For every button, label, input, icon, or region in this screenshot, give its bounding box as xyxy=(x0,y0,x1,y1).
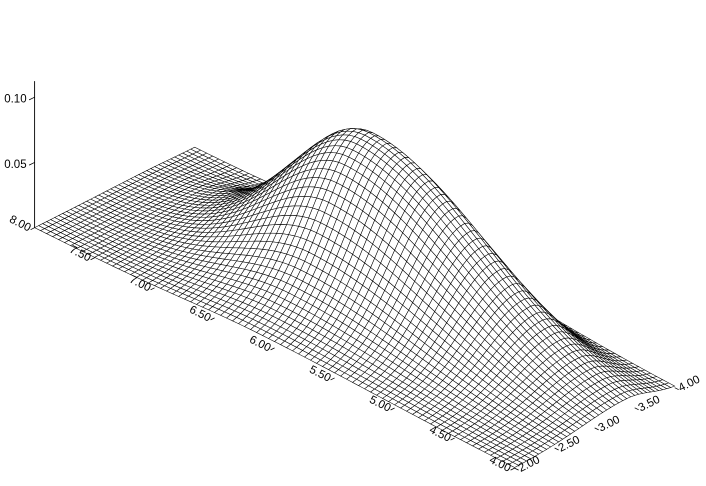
svg-text:0.10: 0.10 xyxy=(4,94,26,106)
svg-text:0.05: 0.05 xyxy=(4,159,26,171)
